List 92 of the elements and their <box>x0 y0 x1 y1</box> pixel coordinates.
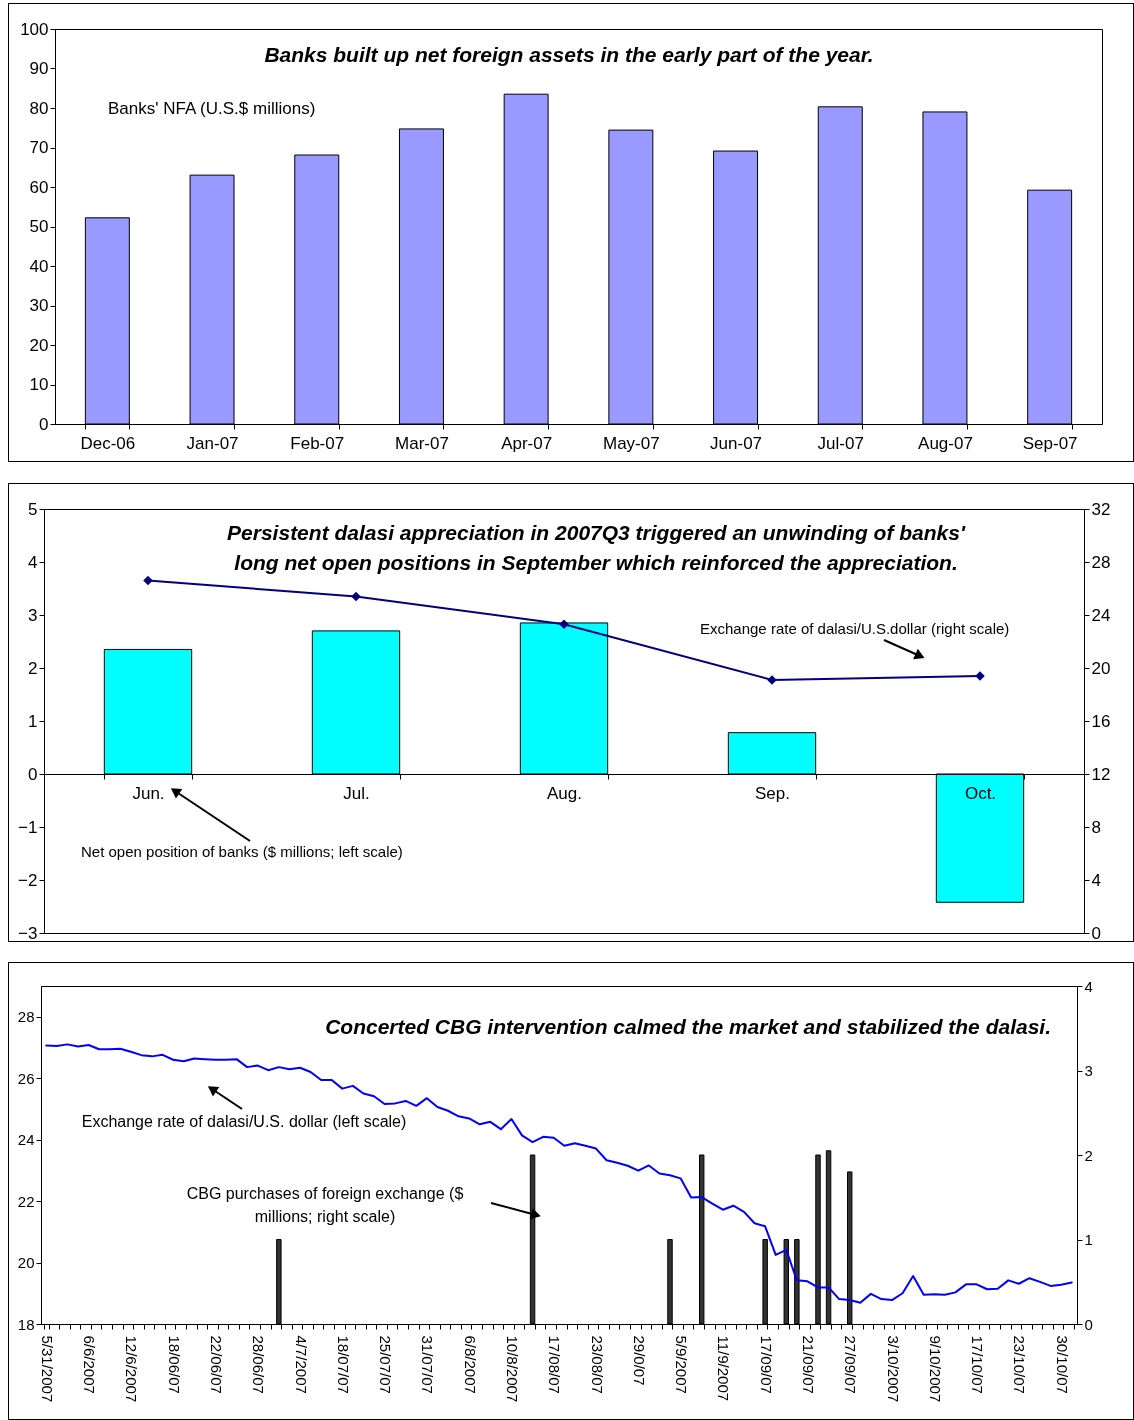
y2-tick-label: 24 <box>1091 605 1111 625</box>
annotation: Exchange rate of dalasi/U.S.dollar (right scale) <box>700 620 1010 637</box>
x-tick-label: 17/09/07 <box>757 1335 775 1394</box>
x-tick-label: 9/10/2007 <box>926 1335 944 1403</box>
y-tick-label: 4 <box>28 552 38 572</box>
x-tick-label: 5/31/2007 <box>38 1335 56 1403</box>
text: Persistent dalasi appreciation in 2007Q3 triggered an unwinding of banks' long net open positions in September which reinforced the appreciation. <box>227 521 966 575</box>
y-tick-label: 10 <box>29 375 49 394</box>
x-tick-label: Sep. <box>755 783 790 803</box>
y-tick-label: 0 <box>39 414 49 434</box>
y2-tick-label: 2 <box>1084 1146 1093 1164</box>
y-tick-label: 18 <box>17 1315 35 1333</box>
y2-tick-label: 28 <box>1091 552 1111 572</box>
y-tick-label: 50 <box>29 217 49 236</box>
x-tick-label: 25/07/07 <box>377 1335 395 1394</box>
x-tick-label: 6/6/2007 <box>81 1335 99 1394</box>
y2-tick-label: 0 <box>1091 923 1101 943</box>
y-tick-label: 70 <box>29 138 49 157</box>
x-tick-label: Aug-07 <box>918 433 973 453</box>
y-tick-label: −3 <box>18 923 38 943</box>
y-tick-label: 3 <box>28 605 38 625</box>
x-tick-label: Jun. <box>132 783 165 803</box>
y-tick-label: 80 <box>29 98 49 118</box>
y-tick-label: 90 <box>29 59 49 78</box>
y2-tick-label: 8 <box>1091 817 1101 837</box>
x-tick-label: May-07 <box>603 433 660 453</box>
x-tick-label: 29/0/07 <box>630 1335 648 1386</box>
x-tick-label: 18/06/07 <box>165 1335 183 1394</box>
y-tick-label: 0 <box>28 764 38 784</box>
y-tick-label: 22 <box>17 1192 35 1210</box>
y-tick-label: 28 <box>17 1008 35 1026</box>
y2-tick-label: 4 <box>1091 870 1101 890</box>
y2-tick-label: 1 <box>1084 1231 1093 1248</box>
x-tick-label: 17/10/07 <box>969 1335 987 1394</box>
y2-tick-label: 32 <box>1091 499 1111 519</box>
x-tick-label: Feb-07 <box>290 433 345 453</box>
y-tick-label: 1 <box>28 711 38 731</box>
y-tick-label: 100 <box>20 19 49 39</box>
y2-tick-label: 3 <box>1084 1062 1093 1079</box>
point <box>559 619 569 630</box>
x-tick-label: 22/06/07 <box>207 1335 225 1394</box>
x-tick-label: Aug. <box>547 783 582 803</box>
x-tick-label: 17/08/07 <box>546 1335 564 1394</box>
y2-tick-label: 12 <box>1091 764 1111 784</box>
x-tick-label: 28/06/07 <box>250 1335 268 1394</box>
x-tick-label: 5/9/2007 <box>673 1335 691 1394</box>
x-tick-label: 30/10/07 <box>1053 1335 1071 1394</box>
x-tick-label: Jul-07 <box>817 433 864 453</box>
x-tick-label: 21/09/07 <box>799 1335 817 1394</box>
y-tick-label: 30 <box>29 296 49 315</box>
x-tick-label: 3/10/2007 <box>884 1335 902 1403</box>
annotation: CBG purchases of foreign exchange ($ millions; right scale) <box>186 1185 464 1226</box>
x-tick-label: 12/6/2007 <box>123 1335 141 1403</box>
y-tick-label: 26 <box>17 1069 35 1087</box>
y-tick-label: 20 <box>29 335 49 355</box>
x-tick-label: Jan-07 <box>186 433 239 453</box>
point <box>143 575 153 586</box>
line-series <box>45 1043 1073 1304</box>
x-tick-label: Jun-07 <box>710 433 763 453</box>
text: Banks built up net foreign assets in the early part of the year. <box>264 43 874 66</box>
x-tick-label: 11/9/2007 <box>715 1335 733 1402</box>
y2-tick-label: 16 <box>1091 711 1111 731</box>
y-tick-label: 40 <box>29 256 49 276</box>
x-tick-label: Apr-07 <box>501 433 553 453</box>
text: Concerted CBG intervention calmed the market and stabilized the dalasi. <box>325 1015 1051 1038</box>
annotation: Net open position of banks ($ millions; left scale) <box>81 843 403 860</box>
y-tick-label: 5 <box>28 499 38 519</box>
x-tick-label: Sep-07 <box>1022 433 1078 453</box>
y-tick-label: 60 <box>29 177 49 197</box>
y2-tick-label: 0 <box>1084 1315 1093 1333</box>
x-tick-label: 23/10/07 <box>1011 1335 1029 1394</box>
x-tick-label: Mar-07 <box>395 433 449 453</box>
x-tick-label: Jul. <box>343 783 370 803</box>
y-tick-label: −1 <box>18 817 38 837</box>
x-tick-label: 23/08/07 <box>588 1335 606 1394</box>
x-tick-label: Dec-06 <box>80 433 136 453</box>
annotation: Banks' NFA (U.S.$ millions) <box>108 99 316 118</box>
y-tick-label: −2 <box>18 870 38 890</box>
x-tick-label: 31/07/07 <box>419 1335 437 1394</box>
y-tick-label: 2 <box>28 658 38 678</box>
y-tick-label: 24 <box>17 1131 35 1149</box>
point <box>351 591 361 602</box>
x-tick-label: 10/8/2007 <box>503 1335 521 1403</box>
y-tick-label: 20 <box>17 1254 35 1272</box>
x-tick-label: 6/8/2007 <box>461 1335 479 1394</box>
x-tick-label: 27/09/07 <box>842 1335 860 1394</box>
annotation: Exchange rate of dalasi/U.S. dollar (left scale) <box>81 1113 407 1130</box>
x-tick-label: Oct. <box>964 783 997 803</box>
y2-tick-label: 4 <box>1084 977 1093 995</box>
x-tick-label: 4/7/2007 <box>292 1335 310 1394</box>
y2-tick-label: 20 <box>1091 658 1111 678</box>
x-tick-label: 18/07/07 <box>334 1335 352 1394</box>
